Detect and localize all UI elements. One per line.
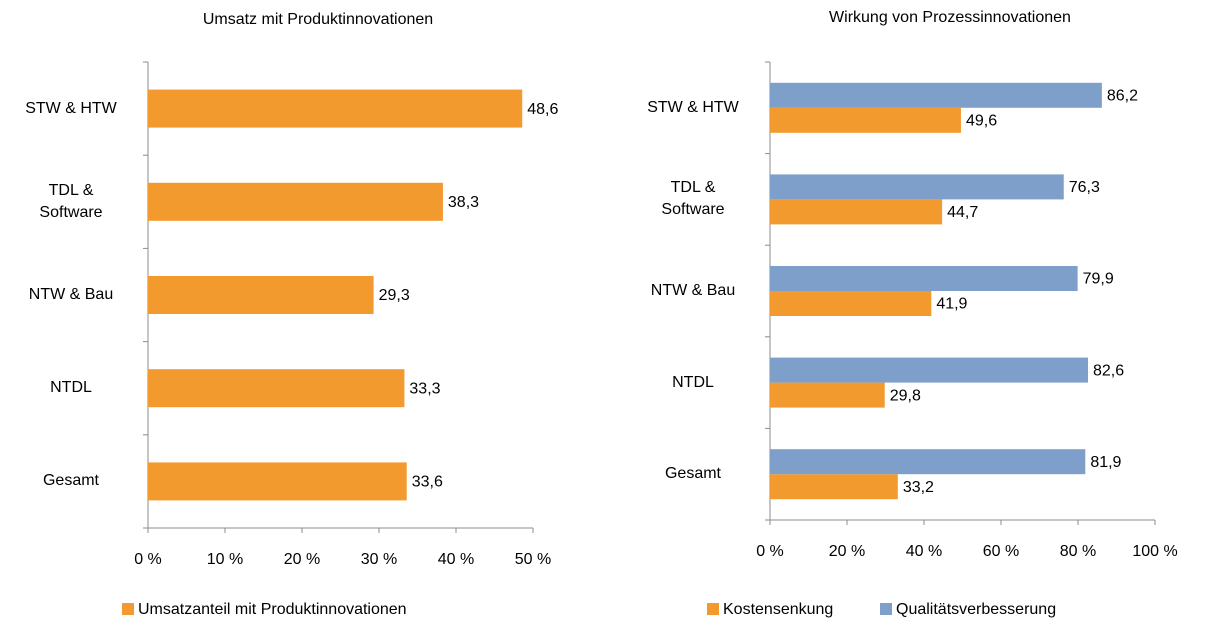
x-tick-label: 0 %: [756, 543, 784, 560]
value-label: 41,9: [936, 296, 967, 313]
category-text: TDL & Software: [661, 179, 725, 219]
legend-label: Qualitätsverbesserung: [896, 601, 1056, 618]
bar: [770, 266, 1078, 291]
legend-label: Umsatzanteil mit Produktinnovationen: [138, 601, 407, 618]
x-tick-label: 100 %: [1132, 543, 1177, 560]
category-text: NTDL: [672, 373, 714, 391]
bar: [770, 382, 885, 408]
category-label: TDL & Software: [6, 180, 136, 224]
value-label: 38,3: [448, 194, 479, 211]
x-tick-label: 20 %: [284, 551, 320, 568]
x-tick-label: 30 %: [361, 551, 397, 568]
category-label: NTDL: [6, 377, 136, 399]
category-label: STW & HTW: [6, 98, 136, 120]
category-text: STW & HTW: [25, 99, 117, 117]
value-label: 33,2: [903, 479, 934, 496]
value-label: 29,3: [379, 287, 410, 304]
bar: [770, 357, 1089, 383]
bar: [770, 291, 932, 316]
category-text: TDL & Software: [39, 181, 103, 221]
value-label: 82,6: [1093, 362, 1124, 379]
category-text: STW & HTW: [647, 98, 739, 116]
value-label: 81,9: [1090, 454, 1121, 471]
bar: [770, 174, 1064, 200]
value-label: 49,6: [966, 113, 997, 130]
x-tick-label: 20 %: [829, 543, 865, 560]
x-tick-label: 40 %: [438, 551, 474, 568]
bar: [148, 182, 443, 221]
value-label: 76,3: [1069, 179, 1100, 196]
legend-swatch: [880, 603, 892, 615]
x-tick-label: 40 %: [906, 543, 942, 560]
bar: [148, 462, 407, 501]
value-label: 33,3: [409, 380, 440, 397]
value-label: 29,8: [890, 387, 921, 404]
bar: [148, 369, 405, 408]
value-label: 33,6: [412, 474, 443, 491]
category-label: NTW & Bau: [628, 280, 758, 302]
x-tick-label: 0 %: [134, 551, 162, 568]
x-tick-label: 60 %: [983, 543, 1019, 560]
category-text: NTW & Bau: [650, 282, 736, 299]
category-label: NTW & Bau: [6, 284, 136, 306]
bar: [148, 89, 523, 128]
legend-swatch: [707, 603, 719, 615]
value-label: 86,2: [1107, 88, 1138, 105]
value-label: 44,7: [947, 204, 978, 221]
bar: [770, 474, 898, 500]
category-text: Gesamt: [664, 465, 721, 483]
legend-swatch: [122, 603, 134, 615]
category-text: Gesamt: [42, 472, 99, 490]
bar: [148, 276, 374, 314]
chart-title: Umsatz mit Produktinnovationen: [203, 11, 433, 28]
legend-label: Kostensenkung: [723, 601, 833, 618]
category-label: TDL & Software: [628, 177, 758, 221]
bar: [770, 199, 943, 225]
x-tick-label: 50 %: [515, 551, 551, 568]
x-tick-label: 10 %: [207, 551, 243, 568]
category-label: Gesamt: [6, 470, 136, 492]
category-text: NTDL: [50, 379, 92, 397]
category-label: STW & HTW: [628, 97, 758, 119]
bar: [770, 107, 961, 133]
x-tick-label: 80 %: [1060, 543, 1096, 560]
value-label: 79,9: [1083, 271, 1114, 288]
bar: [770, 82, 1102, 108]
bar: [770, 449, 1086, 475]
category-label: Gesamt: [628, 463, 758, 485]
category-text: NTW & Bau: [28, 286, 114, 303]
category-label: NTDL: [628, 372, 758, 394]
value-label: 48,6: [527, 101, 558, 118]
chart-title: Wirkung von Prozessinnovationen: [829, 9, 1071, 26]
